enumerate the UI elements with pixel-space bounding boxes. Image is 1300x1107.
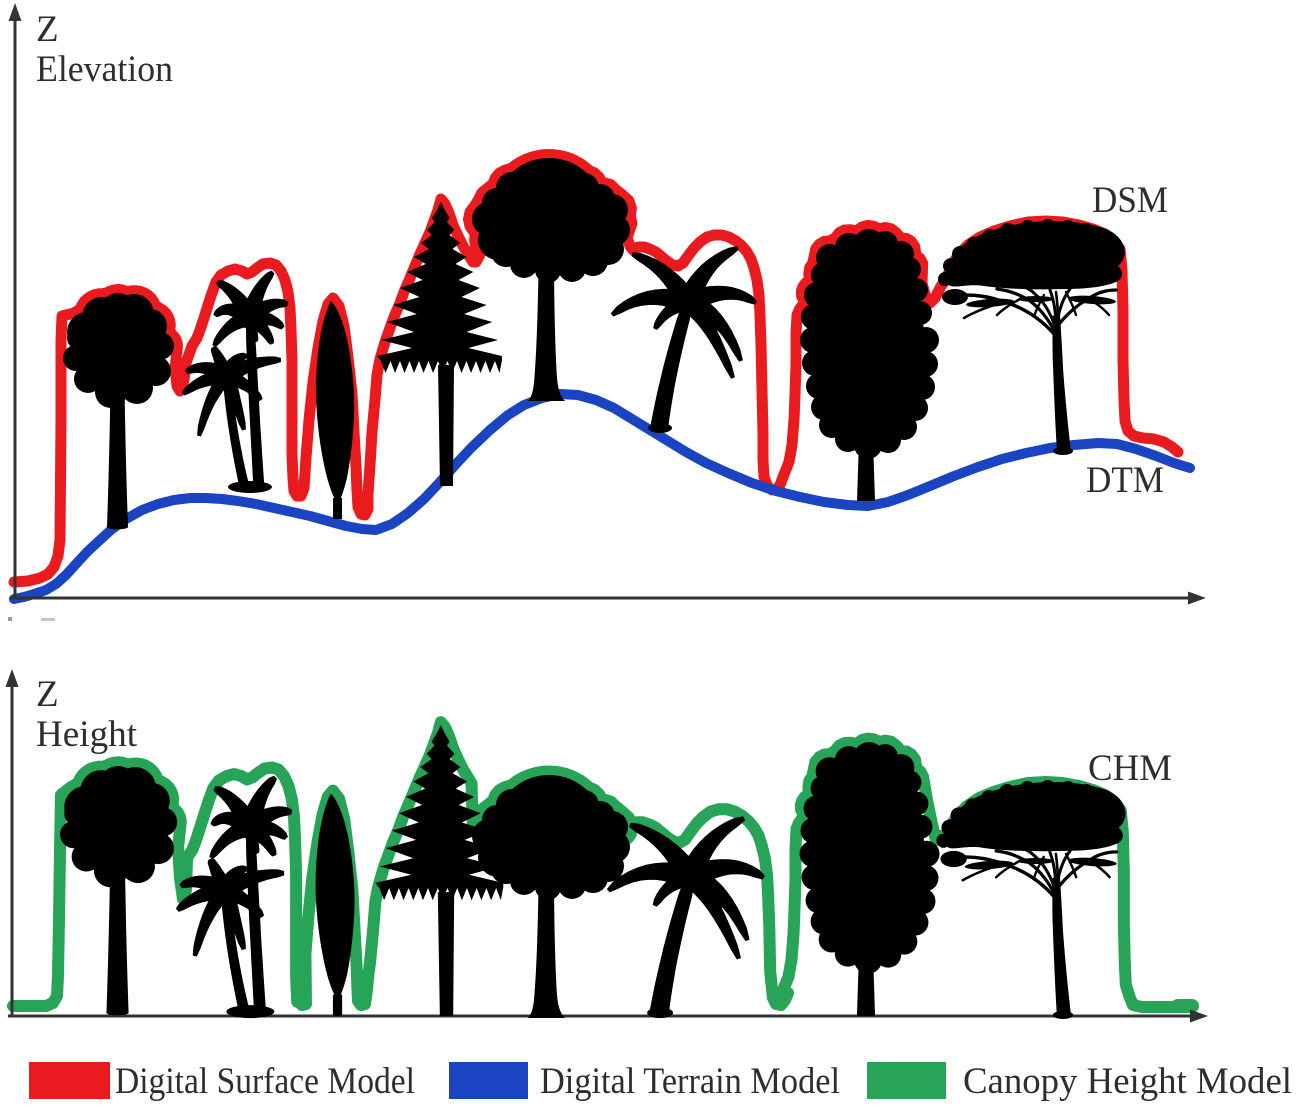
svg-text:Canopy Height Model: Canopy Height Model	[963, 1061, 1292, 1102]
svg-text:Z: Z	[36, 674, 59, 715]
svg-text:Digital Terrain Model: Digital Terrain Model	[540, 1061, 840, 1102]
svg-text:DSM: DSM	[1092, 180, 1168, 221]
svg-text:CHM: CHM	[1088, 748, 1172, 789]
svg-text:Digital Surface Model: Digital Surface Model	[115, 1061, 415, 1102]
svg-text:Elevation: Elevation	[36, 49, 173, 90]
svg-text:Z: Z	[36, 9, 59, 50]
svg-text:DTM: DTM	[1086, 460, 1164, 501]
svg-text:Height: Height	[36, 714, 138, 755]
